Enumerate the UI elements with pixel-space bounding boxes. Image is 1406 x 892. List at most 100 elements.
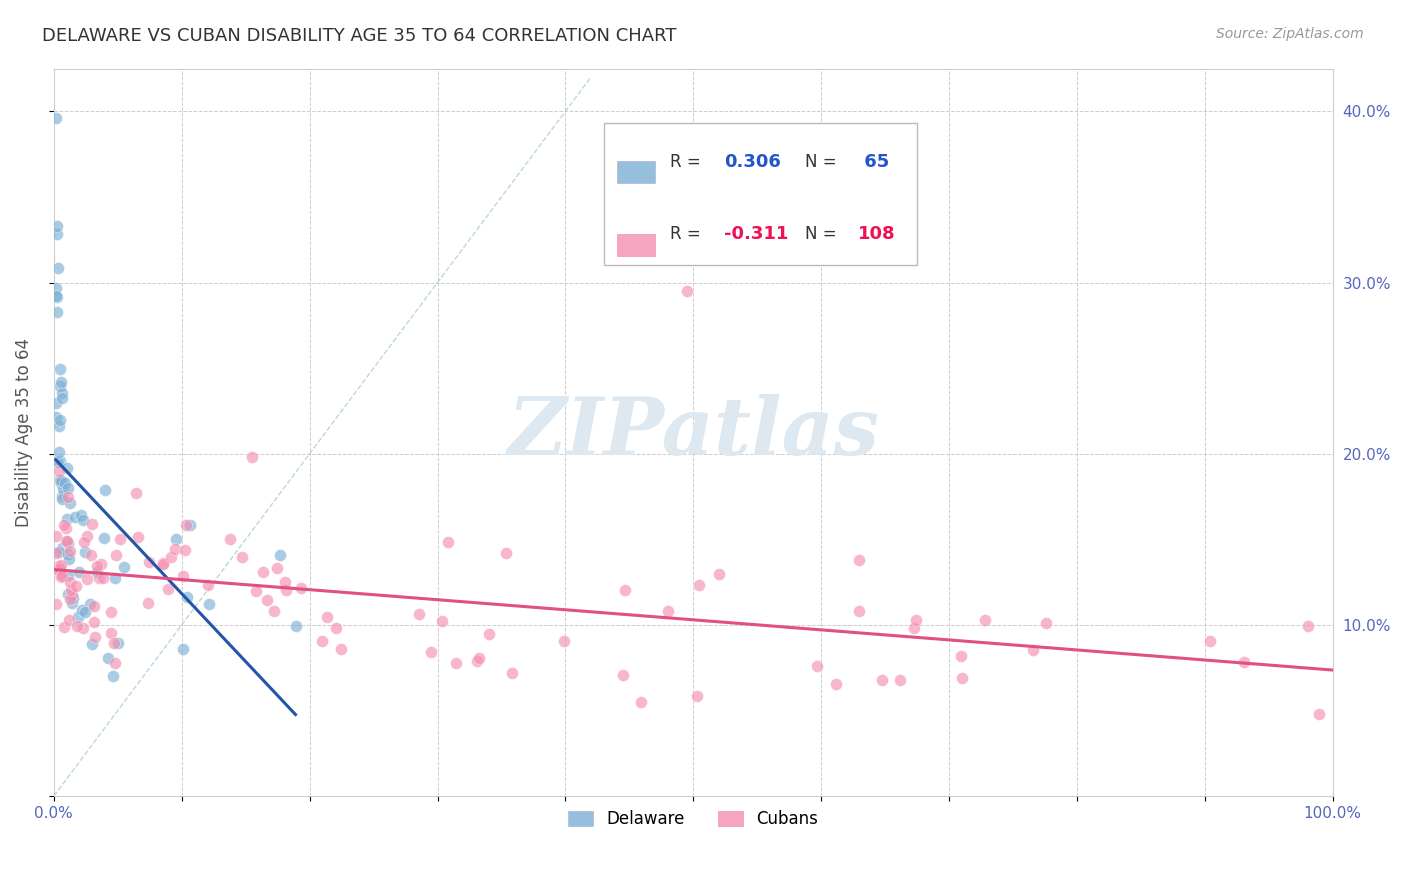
Point — [284, 619, 307, 633]
Point — [72, 621, 94, 635]
Point — [51, 570, 73, 584]
Point — [46, 558, 69, 573]
Point — [55, 521, 77, 535]
Point — [197, 577, 219, 591]
Point — [614, 582, 637, 597]
Point — [1296, 619, 1319, 633]
Point — [49, 558, 72, 573]
Point — [49, 413, 72, 427]
Point — [889, 673, 911, 687]
FancyBboxPatch shape — [603, 123, 917, 265]
Text: R =: R = — [671, 153, 706, 170]
Point — [45, 529, 67, 543]
Point — [86, 566, 108, 580]
Point — [274, 574, 297, 589]
Point — [104, 656, 127, 670]
Point — [553, 634, 575, 648]
Point — [219, 532, 242, 546]
Point — [48, 567, 70, 582]
Point — [49, 375, 72, 389]
Point — [80, 517, 103, 532]
Point — [51, 491, 73, 506]
Point — [478, 627, 501, 641]
Point — [73, 606, 96, 620]
Point — [501, 665, 523, 680]
Point — [163, 542, 186, 557]
Point — [58, 568, 80, 582]
Point — [86, 559, 108, 574]
Point — [325, 622, 347, 636]
Point — [495, 546, 517, 560]
Point — [688, 577, 710, 591]
Point — [245, 583, 267, 598]
Point — [48, 473, 70, 487]
Point — [52, 482, 75, 496]
Point — [51, 385, 73, 400]
Point — [49, 562, 72, 576]
Point — [51, 541, 73, 556]
Point — [45, 227, 67, 241]
Point — [1022, 643, 1045, 657]
Text: 0.306: 0.306 — [724, 153, 780, 170]
Point — [252, 566, 274, 580]
Point — [1035, 615, 1057, 630]
Point — [274, 583, 297, 598]
Point — [49, 476, 72, 491]
Point — [56, 536, 79, 550]
Point — [467, 651, 489, 665]
Point — [870, 673, 893, 687]
Point — [1308, 706, 1330, 721]
Point — [49, 362, 72, 376]
Point — [46, 562, 69, 576]
Point — [136, 596, 159, 610]
Point — [53, 475, 76, 490]
Point — [59, 583, 82, 598]
Point — [848, 553, 870, 567]
Point — [1199, 634, 1222, 648]
Point — [56, 481, 79, 495]
Point — [138, 555, 160, 569]
Point — [56, 587, 79, 601]
Text: N =: N = — [804, 153, 841, 170]
Point — [48, 419, 70, 434]
Point — [46, 219, 69, 233]
Bar — [617, 161, 655, 183]
Point — [60, 596, 83, 610]
Point — [419, 645, 441, 659]
Point — [56, 547, 79, 561]
Point — [76, 572, 98, 586]
Point — [165, 532, 187, 546]
Point — [94, 483, 117, 497]
Point — [83, 615, 105, 629]
Point — [59, 574, 82, 589]
Point — [45, 546, 67, 560]
Point — [709, 566, 731, 581]
Legend: Delaware, Cubans: Delaware, Cubans — [561, 804, 825, 835]
Point — [58, 551, 80, 566]
Point — [256, 593, 278, 607]
Text: -0.311: -0.311 — [724, 225, 789, 243]
Point — [904, 613, 927, 627]
Text: N =: N = — [804, 225, 841, 243]
Point — [59, 543, 82, 558]
Y-axis label: Disability Age 35 to 64: Disability Age 35 to 64 — [15, 338, 32, 527]
Point — [824, 677, 846, 691]
Point — [437, 534, 460, 549]
Point — [55, 461, 77, 475]
Point — [270, 548, 292, 562]
Point — [290, 582, 312, 596]
Point — [46, 260, 69, 275]
Point — [112, 560, 135, 574]
Point — [172, 642, 194, 657]
Point — [263, 603, 285, 617]
Point — [65, 619, 87, 633]
Text: 108: 108 — [858, 225, 896, 243]
Point — [48, 464, 70, 478]
Text: 65: 65 — [858, 153, 890, 170]
Point — [45, 305, 67, 319]
Point — [70, 508, 93, 523]
Point — [657, 604, 679, 618]
Point — [65, 509, 87, 524]
Point — [903, 621, 925, 635]
Point — [103, 636, 125, 650]
